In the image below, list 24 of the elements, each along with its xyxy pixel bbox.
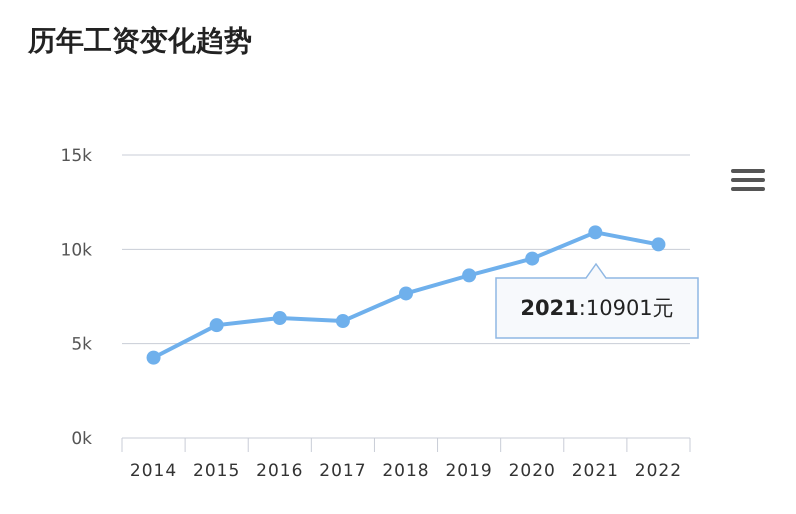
y-tick-label: 0k (71, 429, 92, 449)
point (651, 237, 666, 252)
point (336, 314, 350, 328)
y-tick-label: 10k (60, 240, 92, 260)
y-tick-label: 15k (60, 146, 92, 166)
point (399, 286, 413, 300)
x-tick-label: 2016 (256, 461, 304, 481)
x-tick-label: 2022 (634, 461, 682, 481)
point (272, 311, 287, 326)
y-tick-label: 5k (71, 334, 92, 355)
x-tick-label: 2021 (572, 461, 619, 481)
x-tick-label: 2014 (130, 461, 178, 481)
annotation: 2021:10901元 (520, 296, 674, 320)
x-tick-label: 2020 (508, 461, 556, 481)
point (588, 225, 602, 240)
point (525, 252, 540, 266)
x-tick-label: 2019 (445, 461, 493, 481)
point (462, 268, 476, 282)
x-tick-label: 2017 (319, 461, 367, 481)
chart-title: 历年工资变化趋势 (27, 24, 252, 57)
x-tick-label: 2015 (193, 461, 240, 481)
point (210, 318, 224, 332)
point (146, 350, 161, 365)
x-tick-label: 2018 (382, 461, 430, 481)
